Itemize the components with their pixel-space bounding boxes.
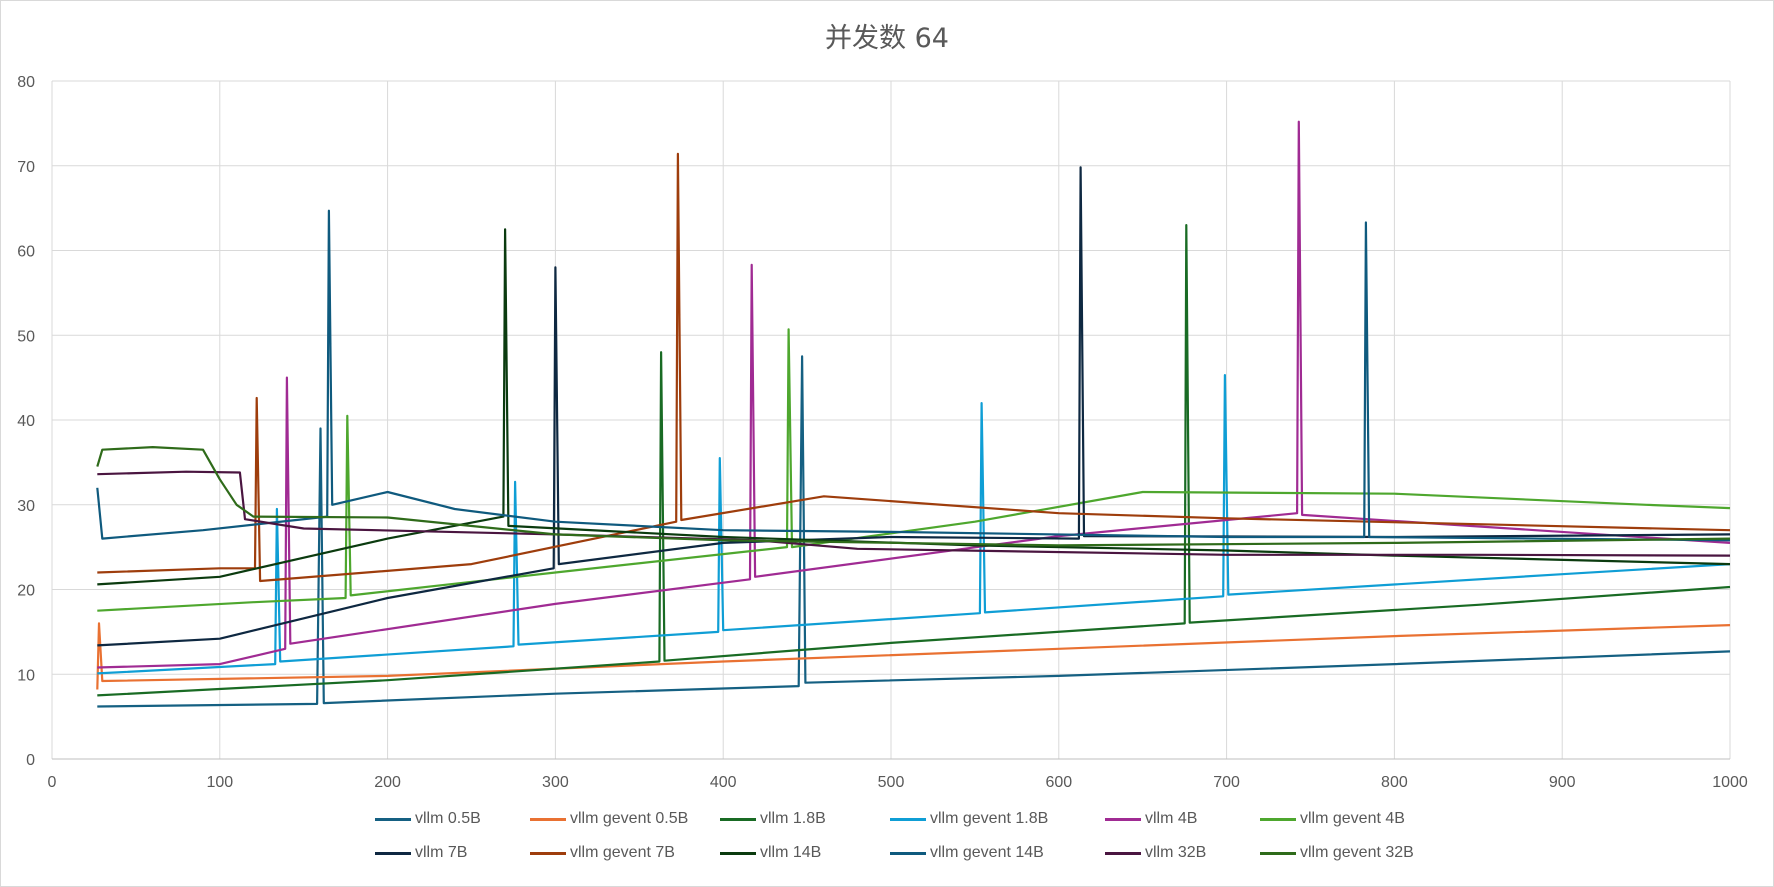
legend-item: vllm 14B	[720, 844, 821, 862]
x-tick-label: 500	[878, 774, 905, 791]
y-tick-label: 30	[17, 498, 35, 515]
legend-label: vllm 7B	[415, 844, 468, 861]
gridlines	[51, 80, 1731, 760]
legend-label: vllm 4B	[1145, 810, 1198, 827]
legend-swatch	[375, 851, 411, 855]
x-tick-label: 400	[710, 774, 737, 791]
chart-title: 并发数 64	[825, 23, 949, 54]
y-tick-label: 60	[17, 244, 35, 261]
y-tick-label: 10	[17, 667, 35, 684]
y-tick-label: 50	[17, 328, 35, 345]
x-tick-label: 900	[1549, 774, 1576, 791]
legend-label: vllm gevent 4B	[1300, 810, 1405, 827]
y-tick-label: 0	[26, 752, 35, 769]
legend-label: vllm 14B	[760, 844, 822, 861]
legend-item: vllm 1.8B	[720, 810, 826, 828]
y-tick-label: 70	[17, 159, 35, 176]
legend-label: vllm gevent 7B	[570, 844, 675, 861]
series-line-0	[97, 355, 1731, 708]
legend-item: vllm 4B	[1105, 810, 1197, 828]
series-line-5	[97, 328, 1731, 612]
legend-swatch	[530, 851, 566, 855]
series-line-6	[97, 166, 1731, 647]
series-line-11	[96, 446, 1731, 547]
legend-swatch	[1260, 817, 1296, 821]
x-tick-label: 100	[206, 774, 233, 791]
legend: vllm 0.5B vllm gevent 0.5B vllm 1.8B vllm g…	[375, 810, 1415, 880]
series-line-2	[97, 224, 1731, 697]
legend-swatch	[890, 817, 926, 821]
legend-label: vllm 1.8B	[760, 810, 826, 827]
legend-item: vllm gevent 4B	[1260, 810, 1405, 828]
x-tick-label: 0	[48, 774, 57, 791]
legend-swatch	[375, 817, 411, 821]
legend-item: vllm gevent 7B	[530, 844, 675, 862]
legend-item: vllm gevent 32B	[1260, 844, 1414, 862]
legend-swatch	[890, 851, 926, 855]
x-tick-label: 200	[374, 774, 401, 791]
series-line-4	[97, 120, 1731, 669]
series-layer	[96, 120, 1731, 708]
legend-swatch	[1105, 817, 1141, 821]
legend-label: vllm 32B	[1145, 844, 1207, 861]
legend-item: vllm gevent 14B	[890, 844, 1044, 862]
x-tick-label: 1000	[1712, 774, 1748, 791]
x-tick-label: 600	[1045, 774, 1072, 791]
x-tick-label: 800	[1381, 774, 1408, 791]
legend-item: vllm 7B	[375, 844, 467, 862]
x-tick-label: 300	[542, 774, 569, 791]
legend-item: vllm gevent 1.8B	[890, 810, 1048, 828]
legend-swatch	[1260, 851, 1296, 855]
y-tick-label: 80	[17, 74, 35, 91]
legend-swatch	[720, 851, 756, 855]
legend-label: vllm gevent 0.5B	[570, 810, 689, 827]
series-line-9	[96, 209, 1731, 542]
legend-label: vllm gevent 32B	[1300, 844, 1414, 861]
series-line-8	[97, 228, 1731, 586]
legend-item: vllm 32B	[1105, 844, 1206, 862]
series-line-7	[97, 152, 1731, 583]
legend-label: vllm 0.5B	[415, 810, 481, 827]
legend-swatch	[530, 817, 566, 821]
x-tick-label: 700	[1213, 774, 1240, 791]
legend-swatch	[720, 817, 756, 821]
legend-swatch	[1105, 851, 1141, 855]
y-tick-label: 40	[17, 413, 35, 430]
legend-label: vllm gevent 1.8B	[930, 810, 1049, 827]
legend-item: vllm gevent 0.5B	[530, 810, 688, 828]
y-tick-label: 20	[17, 583, 35, 600]
legend-label: vllm gevent 14B	[930, 844, 1044, 861]
axis-layer: 0 100 200 300 400 500 600 700 800 900 1000 0 10 20 30 4…	[17, 74, 1748, 791]
legend-item: vllm 0.5B	[375, 810, 481, 828]
